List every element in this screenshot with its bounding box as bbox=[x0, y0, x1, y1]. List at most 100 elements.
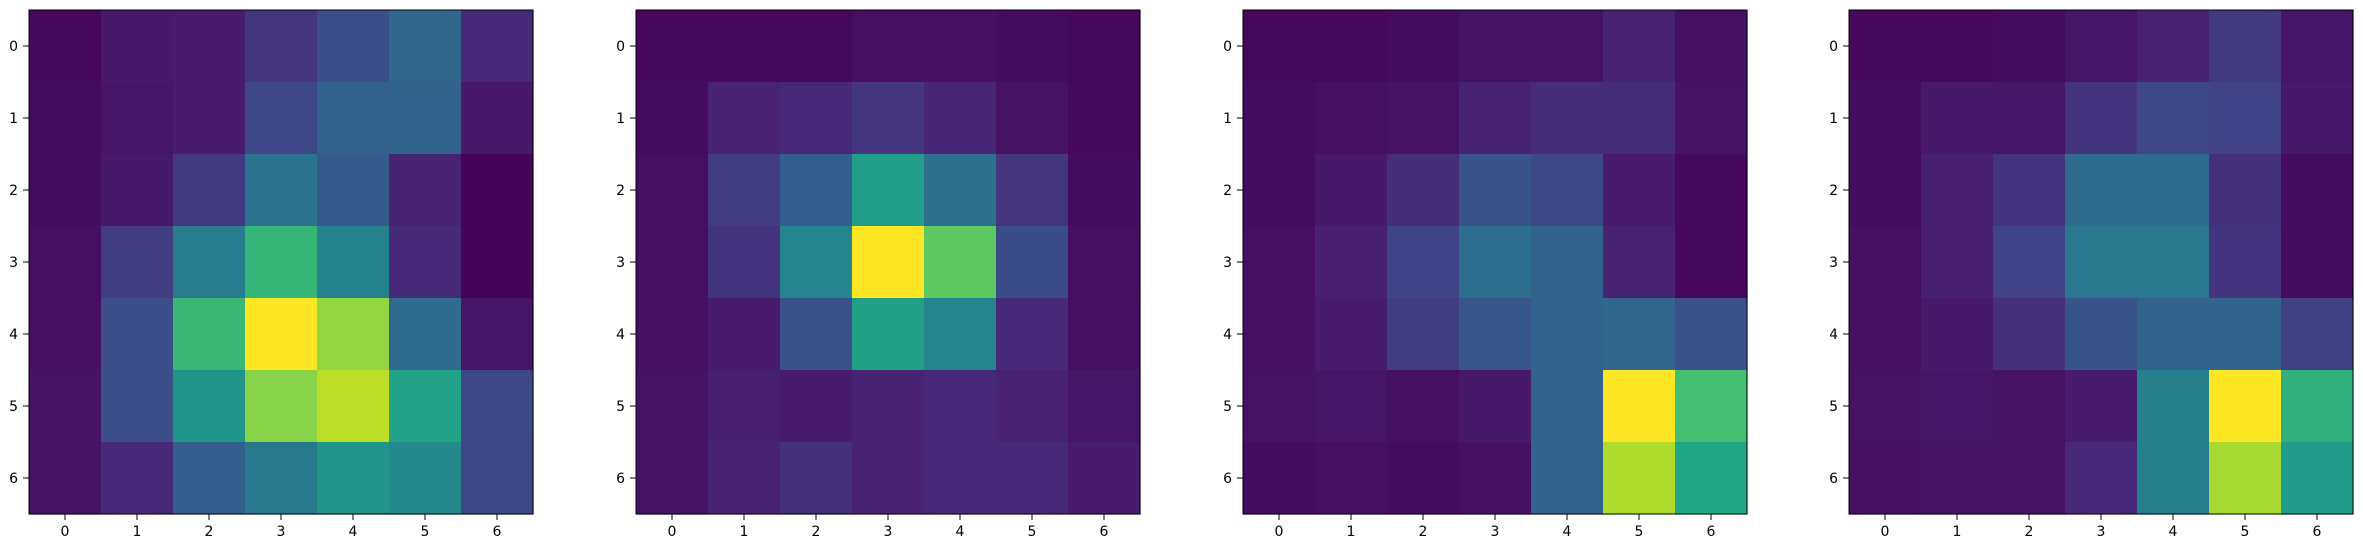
heatmap-cell bbox=[1531, 10, 1604, 83]
heatmap-cell bbox=[924, 10, 997, 83]
heatmap-cell bbox=[2209, 154, 2282, 227]
heatmap-cell bbox=[1387, 226, 1460, 299]
heatmap-cell bbox=[1675, 10, 1748, 83]
heatmap-cell bbox=[1243, 298, 1316, 371]
heatmap-cell bbox=[317, 82, 390, 155]
heatmap-cell bbox=[101, 10, 174, 83]
heatmap-cell bbox=[389, 154, 462, 227]
heatmap-cell bbox=[780, 370, 853, 443]
heatmap-cell bbox=[780, 442, 853, 515]
heatmap-cell bbox=[1603, 82, 1676, 155]
heatmap-cell bbox=[852, 298, 925, 371]
heatmap-cell bbox=[1459, 370, 1532, 443]
heatmap-cell bbox=[1993, 442, 2066, 515]
heatmap-cell bbox=[389, 442, 462, 515]
x-tick-label: 2 bbox=[2025, 524, 2034, 540]
heatmap-cell bbox=[317, 298, 390, 371]
heatmap-cell bbox=[173, 154, 246, 227]
heatmap-cell bbox=[1921, 10, 1994, 83]
heatmap-cell bbox=[1315, 442, 1388, 515]
heatmap-cell bbox=[1531, 154, 1604, 227]
heatmap-cell bbox=[173, 82, 246, 155]
heatmap-cell bbox=[2137, 298, 2210, 371]
x-tick-label: 3 bbox=[277, 524, 286, 540]
heatmap-cell bbox=[173, 442, 246, 515]
heatmap-cell bbox=[1531, 82, 1604, 155]
heatmap-cell bbox=[1921, 226, 1994, 299]
y-tick-label: 3 bbox=[1223, 255, 1232, 271]
heatmap-cell bbox=[1921, 154, 1994, 227]
heatmap-cell bbox=[1675, 442, 1748, 515]
heatmap-cell bbox=[1315, 298, 1388, 371]
x-tick-label: 2 bbox=[205, 524, 214, 540]
heatmap-cell bbox=[1675, 82, 1748, 155]
heatmap-cell bbox=[2065, 82, 2138, 155]
x-tick-label: 2 bbox=[812, 524, 821, 540]
heatmap-cell bbox=[101, 298, 174, 371]
heatmap-cell bbox=[780, 298, 853, 371]
heatmap-cell bbox=[924, 154, 997, 227]
heatmap-cell bbox=[1531, 226, 1604, 299]
x-tick-label: 5 bbox=[1028, 524, 1037, 540]
heatmap-cell bbox=[101, 154, 174, 227]
heatmap-cell bbox=[389, 10, 462, 83]
heatmap-cell bbox=[1459, 226, 1532, 299]
heatmap-cell bbox=[996, 442, 1069, 515]
heatmap-cell bbox=[996, 10, 1069, 83]
heatmap-cell bbox=[2281, 226, 2354, 299]
y-tick-label: 2 bbox=[1829, 183, 1838, 199]
y-tick-label: 0 bbox=[616, 39, 625, 55]
heatmap-cell bbox=[708, 10, 781, 83]
heatmap-panel-2: 0 1 2 3 4 5 6 0 1 2 3 4 5 6 bbox=[616, 9, 1141, 540]
heatmap-cell bbox=[708, 442, 781, 515]
heatmap-cell bbox=[317, 226, 390, 299]
x-tick-label: 5 bbox=[2241, 524, 2250, 540]
heatmap-cell bbox=[1603, 442, 1676, 515]
heatmap-cell bbox=[461, 442, 534, 515]
heatmap-cell bbox=[101, 370, 174, 443]
heatmap-cell bbox=[780, 226, 853, 299]
heatmap-cell bbox=[317, 154, 390, 227]
y-tick-label: 0 bbox=[9, 39, 18, 55]
heatmap-cell bbox=[245, 10, 318, 83]
heatmap-cell bbox=[2281, 10, 2354, 83]
heatmap-cell bbox=[1849, 370, 1922, 443]
heatmap-cell bbox=[636, 370, 709, 443]
heatmap-cell bbox=[1315, 154, 1388, 227]
heatmap-cell bbox=[636, 226, 709, 299]
heatmap-cell bbox=[1531, 442, 1604, 515]
heatmap-cell bbox=[1603, 10, 1676, 83]
heatmap-cell bbox=[2209, 442, 2282, 515]
heatmap-cell bbox=[852, 10, 925, 83]
y-tick-label: 5 bbox=[1829, 399, 1838, 415]
heatmap-cell bbox=[1387, 298, 1460, 371]
heatmap-cell bbox=[1993, 370, 2066, 443]
heatmap-cell bbox=[101, 82, 174, 155]
heatmap-cell bbox=[1921, 442, 1994, 515]
heatmap-cell bbox=[2209, 226, 2282, 299]
heatmap-cell bbox=[461, 82, 534, 155]
heatmap-cell bbox=[852, 370, 925, 443]
heatmap-cell bbox=[1387, 442, 1460, 515]
heatmap-panel-3: 0 1 2 3 4 5 6 0 1 2 3 4 5 6 bbox=[1223, 9, 1748, 540]
y-tick-label: 6 bbox=[1829, 471, 1838, 487]
heatmap-cell bbox=[2281, 154, 2354, 227]
heatmap-cell bbox=[245, 298, 318, 371]
heatmap-cell bbox=[636, 298, 709, 371]
y-tick-label: 6 bbox=[9, 471, 18, 487]
heatmap-cell bbox=[1387, 370, 1460, 443]
heatmap-cell bbox=[1315, 10, 1388, 83]
heatmap-cell bbox=[173, 370, 246, 443]
y-tick-label: 0 bbox=[1223, 39, 1232, 55]
heatmap-cell bbox=[852, 154, 925, 227]
heatmap-cell bbox=[317, 442, 390, 515]
heatmap-cell bbox=[2065, 298, 2138, 371]
heatmap-cell bbox=[461, 370, 534, 443]
heatmap-cell bbox=[1459, 82, 1532, 155]
heatmap-cell bbox=[1243, 82, 1316, 155]
heatmap-cell bbox=[2209, 10, 2282, 83]
heatmap-cell bbox=[1993, 298, 2066, 371]
heatmap-cell bbox=[1387, 154, 1460, 227]
heatmap-cell bbox=[1849, 226, 1922, 299]
heatmap-cell bbox=[1921, 298, 1994, 371]
